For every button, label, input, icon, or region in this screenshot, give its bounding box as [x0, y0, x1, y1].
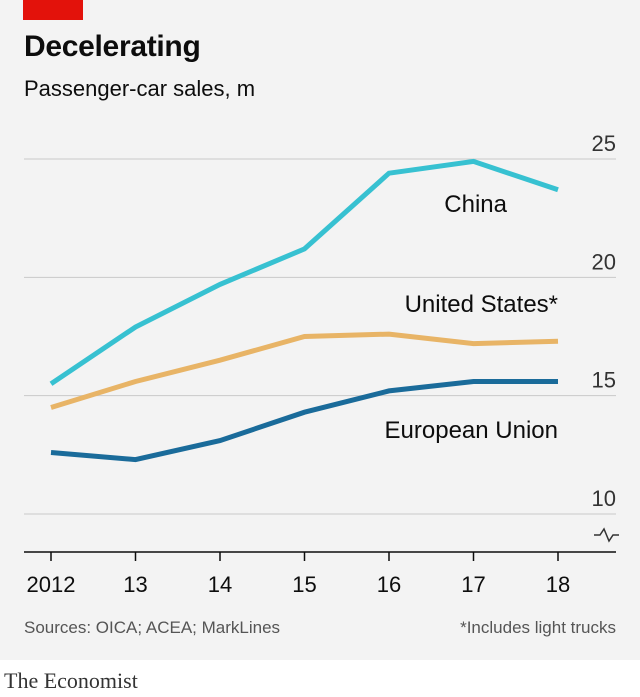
series-label-united-states: United States* — [405, 291, 558, 318]
x-tick-label: 13 — [123, 572, 147, 597]
chart-footnote: *Includes light trucks — [460, 618, 616, 637]
axis-break-icon — [594, 527, 619, 543]
publisher-wordmark: The Economist — [4, 668, 138, 693]
x-tick-label: 14 — [208, 572, 232, 597]
series-line-china — [49, 158, 559, 386]
x-tick-label: 16 — [377, 572, 401, 597]
y-tick-label: 20 — [592, 249, 616, 274]
series-label-china: China — [444, 191, 507, 218]
chart-source: Sources: OICA; ACEA; MarkLines — [24, 618, 281, 637]
y-tick-label: 15 — [592, 368, 616, 393]
series-line-united-states — [50, 331, 559, 410]
y-tick-label: 25 — [592, 131, 616, 156]
chart-subtitle: Passenger-car sales, m — [24, 76, 256, 101]
x-tick-label: 2012 — [27, 572, 76, 597]
x-tick-label: 17 — [461, 572, 485, 597]
chart-panel — [0, 0, 640, 660]
x-tick-label: 18 — [546, 572, 570, 597]
brand-accent-bar — [23, 0, 83, 20]
chart-title: Decelerating — [24, 30, 201, 63]
x-tick-label: 15 — [292, 572, 316, 597]
y-tick-label: 10 — [592, 486, 616, 511]
series-label-european-union: European Union — [385, 417, 558, 444]
series-line-european-union — [50, 379, 558, 463]
